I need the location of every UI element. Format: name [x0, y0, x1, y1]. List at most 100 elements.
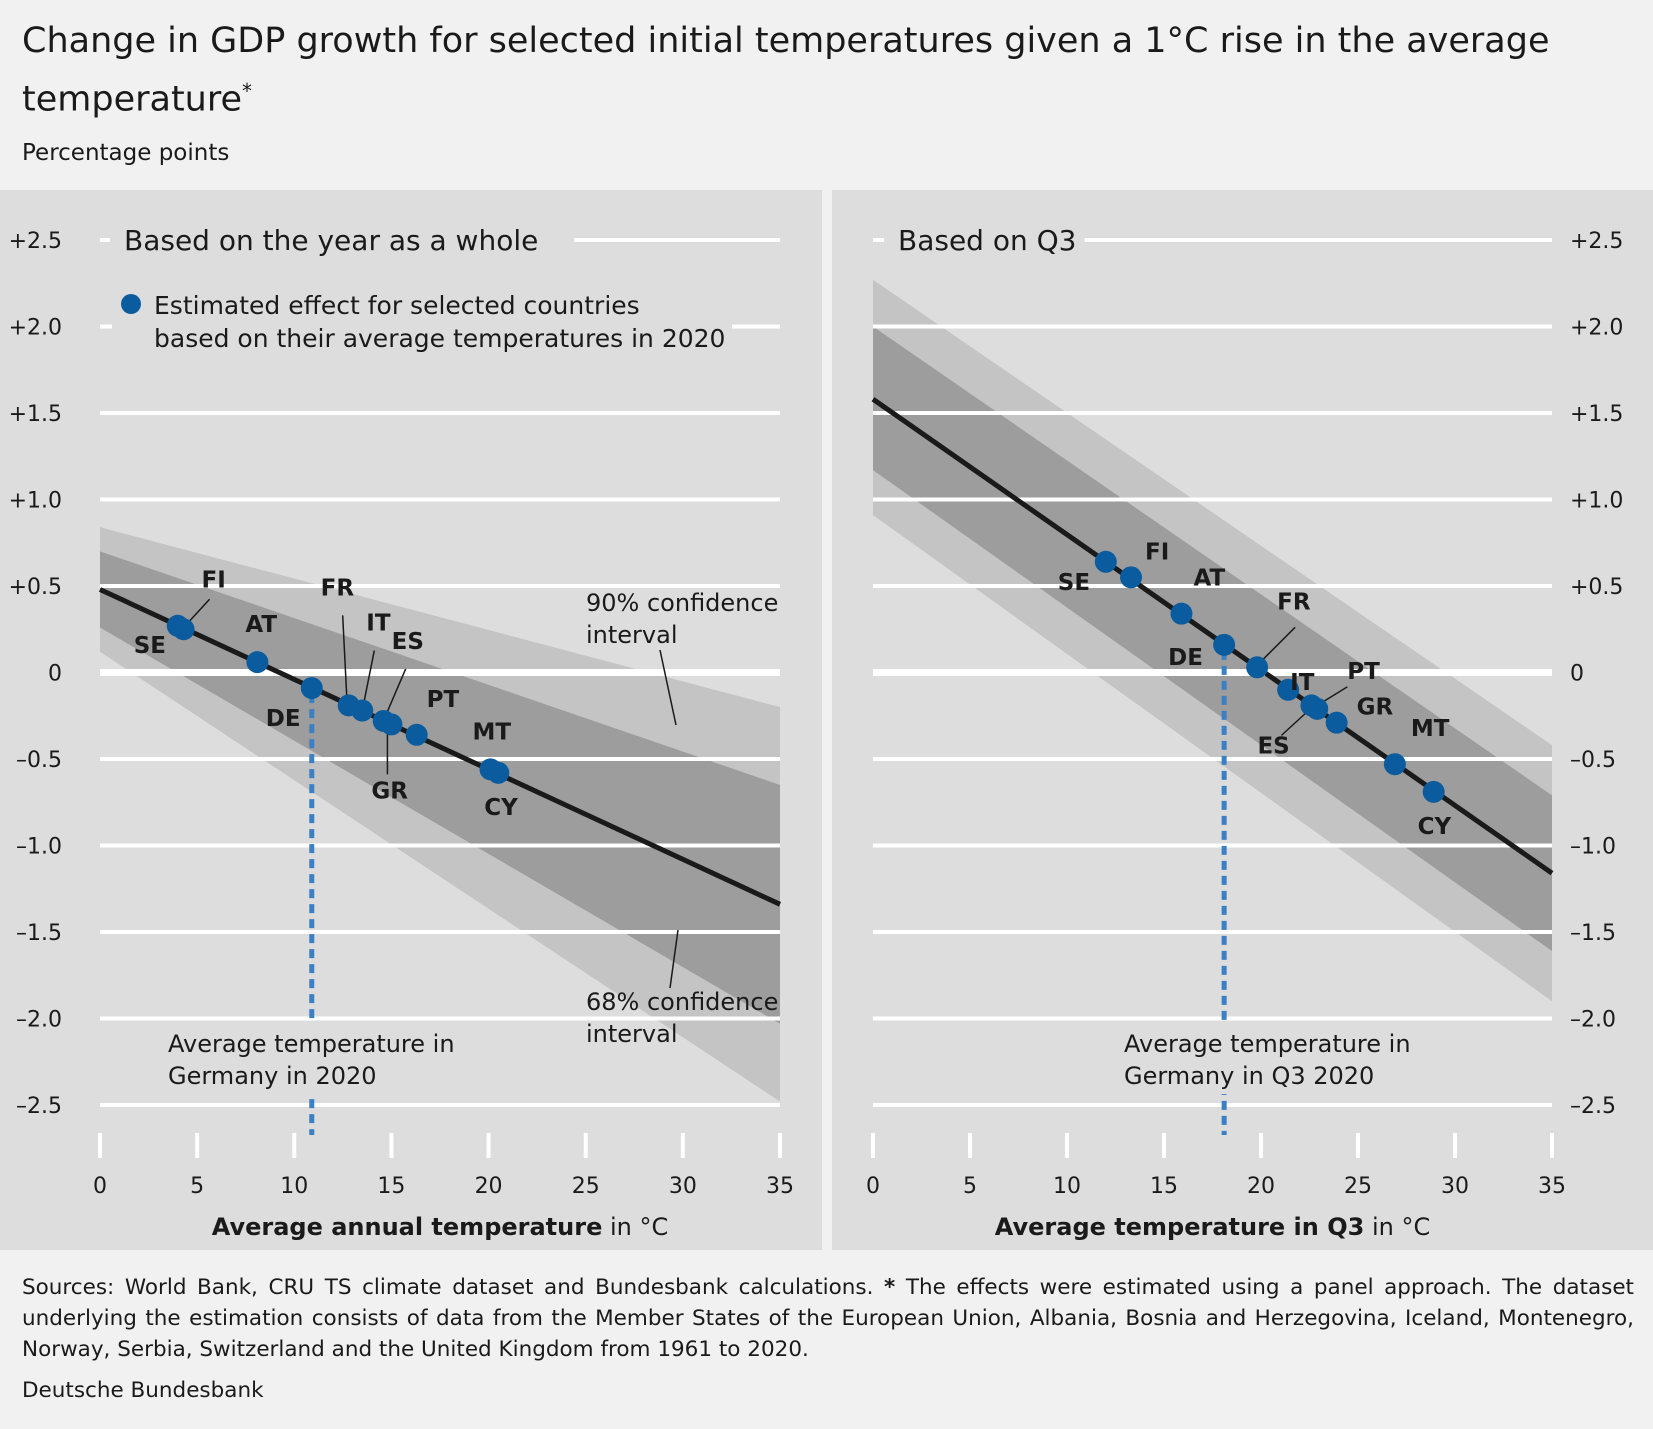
y-tick-label: –0.5 [16, 748, 62, 773]
y-tick-label: –2.0 [16, 1008, 62, 1033]
footnote-marker: * [884, 1275, 896, 1300]
germany-annotation: Average temperature in [1124, 1030, 1411, 1058]
footnote-text: The effects were estimated using a panel… [22, 1275, 1634, 1362]
y-tick-label: –0.5 [1570, 748, 1616, 773]
x-tick-label: 35 [766, 1174, 794, 1199]
data-point [1213, 633, 1236, 656]
x-tick-label: 35 [1538, 1174, 1566, 1199]
leader-line [363, 650, 376, 701]
x-tick-label: 15 [377, 1174, 405, 1199]
point-label: FR [321, 575, 355, 601]
point-label: CY [484, 795, 518, 821]
chart-subtitle: Percentage points [22, 140, 230, 166]
x-tick-label: 20 [1247, 1174, 1275, 1199]
x-axis-label-unit: in °C [1364, 1213, 1430, 1241]
x-axis-label-bold: Average temperature in Q3 [995, 1213, 1365, 1241]
leader-line [341, 615, 348, 696]
x-axis-label: Average temperature in Q3 in °C [995, 1213, 1430, 1241]
chart-title-text: Change in GDP growth for selected initia… [22, 21, 1550, 120]
y-tick-label: +2.0 [1570, 316, 1623, 341]
leader-line [1320, 686, 1348, 704]
data-point [1306, 697, 1329, 720]
point-label: PT [427, 687, 460, 713]
germany-annotation-knockout [162, 1022, 452, 1094]
leader-line [386, 668, 407, 712]
regression-line [98, 587, 782, 907]
panel-q3: +2.5 +2.0 +1.5 +1.0 +0.5 0 –0.5 –1.0 –1.5 –2.0 –2.… [832, 190, 1653, 1250]
point-label: FR [1277, 589, 1311, 615]
data-point [1277, 678, 1300, 701]
point-label: AT [245, 612, 277, 638]
data-point [1094, 550, 1117, 573]
point-label: GR [1357, 695, 1394, 721]
point-label: DE [266, 706, 301, 732]
panel-title-knockout [110, 224, 574, 258]
x-tick-label: 20 [475, 1174, 503, 1199]
y-tick-label: 0 [48, 662, 62, 687]
y-tick-label: –1.5 [1570, 921, 1616, 946]
data-point [1383, 753, 1406, 776]
x-tick-label: 0 [866, 1174, 880, 1199]
x-tick-label: 25 [572, 1174, 600, 1199]
data-point [1325, 711, 1348, 734]
ci90-leader [659, 649, 677, 726]
point-label: CY [1418, 814, 1452, 840]
data-point [1246, 656, 1269, 679]
y-tick-label: –1.0 [16, 835, 62, 860]
leader-line [1262, 626, 1296, 660]
point-label: PT [1347, 659, 1380, 685]
data-point [1422, 780, 1445, 803]
point-label: ES [1257, 733, 1289, 759]
x-axis-label-bold: Average annual temperature [212, 1213, 603, 1241]
ci68-annotation: interval [586, 1020, 678, 1048]
leader-line [186, 598, 211, 624]
legend-knockout [112, 286, 732, 362]
ci90-annotation: interval [586, 621, 678, 649]
point-label: SE [1058, 570, 1090, 596]
chart-title: Change in GDP growth for selected initia… [22, 16, 1622, 125]
y-tick-label: +1.5 [9, 402, 62, 427]
x-tick-label: 10 [1053, 1174, 1081, 1199]
germany-annotation: Average temperature in [168, 1030, 455, 1058]
x-tick-label: 15 [1150, 1174, 1178, 1199]
y-tick-label: +0.5 [1570, 575, 1623, 600]
point-label: FI [202, 567, 226, 593]
data-point [405, 723, 428, 746]
panel-title: Based on the year as a whole [124, 224, 538, 257]
x-tick-label: 5 [190, 1174, 204, 1199]
point-label: GR [371, 778, 408, 804]
point-label: AT [1193, 566, 1225, 592]
y-tick-label: +2.5 [9, 229, 62, 254]
y-tick-label: –2.5 [16, 1094, 62, 1119]
point-label: MT [1411, 716, 1450, 742]
panel-annual: +2.5 +2.0 +1.5 +1.0 +0.5 0 –0.5 –1.0 –1.5 –2.0 –2.… [0, 190, 822, 1250]
y-tick-label: –2.0 [1570, 1008, 1616, 1033]
x-tick-label: 5 [963, 1174, 977, 1199]
data-point [487, 761, 510, 784]
point-label: SE [134, 633, 166, 659]
data-point [300, 677, 323, 700]
y-tick-label: +2.0 [9, 316, 62, 341]
y-tick-label: –1.0 [1570, 835, 1616, 860]
point-label: DE [1168, 645, 1203, 671]
y-tick-label: +0.5 [9, 575, 62, 600]
legend-text: based on their average temperatures in 2… [154, 324, 725, 353]
x-tick-label: 10 [280, 1174, 308, 1199]
publisher: Deutsche Bundesbank [22, 1378, 264, 1403]
y-tick-label: +2.5 [1570, 229, 1623, 254]
ci90-annotation: 90% confidence [586, 589, 778, 617]
germany-annotation-knockout [1118, 1022, 1408, 1094]
data-point [1170, 602, 1193, 625]
data-point [172, 618, 195, 641]
footnote-sources: Sources: World Bank, CRU TS climate data… [22, 1275, 874, 1300]
ci68-leader [669, 929, 679, 989]
germany-annotation: Germany in 2020 [168, 1062, 377, 1090]
footnote: Sources: World Bank, CRU TS climate data… [22, 1272, 1634, 1365]
x-tick-label: 30 [669, 1174, 697, 1199]
y-tick-label: +1.0 [1570, 489, 1623, 514]
data-point [380, 713, 403, 736]
panel-title: Based on Q3 [898, 224, 1077, 257]
x-tick-label: 30 [1441, 1174, 1469, 1199]
figure-canvas: +2.5 +2.0 +1.5 +1.0 +0.5 0 –0.5 –1.0 –1.5 –2.0 –2.… [0, 190, 1653, 1250]
x-axis-label-unit: in °C [602, 1213, 668, 1241]
